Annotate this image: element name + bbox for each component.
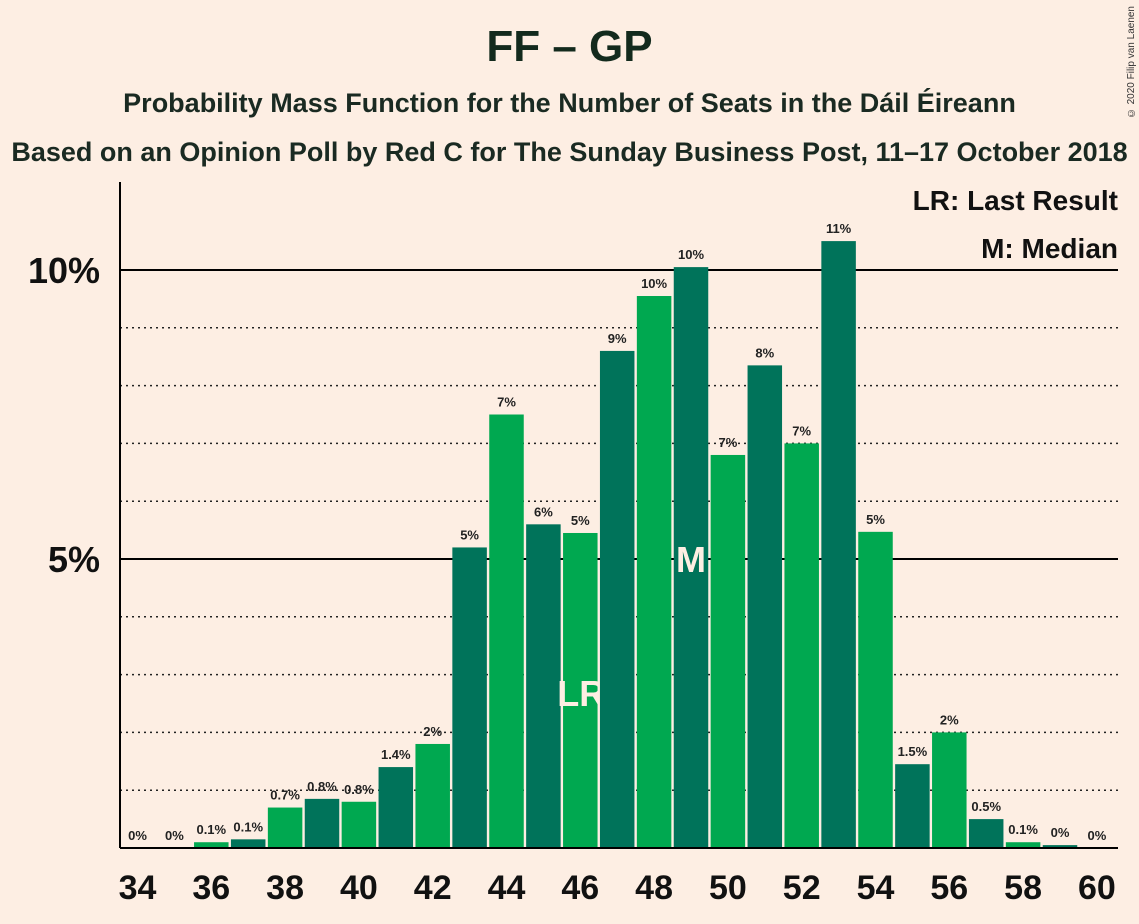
data-label: 10% <box>641 276 667 291</box>
data-label: 1.5% <box>898 744 928 759</box>
x-tick-label: 44 <box>488 869 526 907</box>
last-result-marker: LR <box>557 673 605 714</box>
bars: 0% 0% 0.1% 0.1% 0.7% 0.8% 0.8% 1.4% 2% 5% 7% 6% 5% LR… <box>128 221 1107 849</box>
chart-subtitle: Probability Mass Function for the Number… <box>123 88 1016 118</box>
data-label: 0% <box>165 828 184 843</box>
data-label: 0% <box>128 828 147 843</box>
x-tick-label: 40 <box>340 869 378 907</box>
data-label: 0.7% <box>270 788 300 803</box>
bar <box>526 524 561 848</box>
x-tick-label: 46 <box>561 869 599 907</box>
x-tick-label: 52 <box>783 869 821 907</box>
data-label: 9% <box>608 331 627 346</box>
x-tick-label: 38 <box>266 869 304 907</box>
data-label: 0.8% <box>344 782 374 797</box>
bar <box>636 296 672 848</box>
data-label: 8% <box>755 345 774 360</box>
bar <box>673 267 709 848</box>
x-tick-label: 36 <box>192 869 230 907</box>
bar <box>563 532 598 848</box>
data-label: 10% <box>678 247 704 262</box>
data-label: 0.1% <box>196 822 226 837</box>
x-tick-label: 34 <box>119 869 157 907</box>
bar <box>747 365 783 848</box>
bar <box>267 807 303 848</box>
bar <box>968 819 1004 848</box>
data-label: 5% <box>460 527 479 542</box>
x-tick-label: 48 <box>635 869 673 907</box>
data-label: 0.5% <box>971 799 1001 814</box>
bar <box>858 531 893 848</box>
data-label: 5% <box>571 513 590 528</box>
y-tick-label: 5% <box>48 539 100 580</box>
axes: 34 36 38 40 42 44 46 48 50 52 54 56 58 60 5% 10% <box>28 182 1118 907</box>
bar <box>304 798 340 848</box>
legend-last-result: LR: Last Result <box>913 185 1118 216</box>
data-label: 11% <box>826 221 852 236</box>
y-tick-label: 10% <box>28 250 100 291</box>
bar <box>932 732 967 848</box>
chart-source: Based on an Opinion Poll by Red C for Th… <box>11 137 1128 167</box>
data-label: 0.1% <box>233 819 263 834</box>
bar <box>599 350 635 848</box>
data-label: 0.8% <box>307 779 337 794</box>
data-label: 6% <box>534 504 553 519</box>
data-label: 7% <box>497 395 516 410</box>
bar <box>489 414 524 848</box>
data-label: 0% <box>1088 828 1107 843</box>
data-label: 0% <box>1051 825 1070 840</box>
bar <box>821 241 856 849</box>
bar <box>1005 842 1041 848</box>
data-label: 2% <box>940 712 959 727</box>
data-label: 0.1% <box>1008 822 1038 837</box>
bar <box>194 842 229 848</box>
x-tick-label: 60 <box>1078 869 1116 907</box>
bar <box>1042 845 1078 848</box>
bar <box>784 443 819 848</box>
data-label: 7% <box>792 423 811 438</box>
bar <box>378 767 414 848</box>
bar <box>452 547 487 848</box>
x-tick-label: 50 <box>709 869 747 907</box>
bar <box>341 801 377 848</box>
x-tick-label: 58 <box>1004 869 1042 907</box>
x-tick-label: 54 <box>857 869 895 907</box>
chart-title: FF – GP <box>486 22 653 71</box>
x-tick-label: 42 <box>414 869 452 907</box>
legend-median: M: Median <box>981 233 1118 264</box>
data-label: 2% <box>423 724 442 739</box>
median-marker: M <box>676 539 706 580</box>
bar <box>710 454 746 848</box>
data-label: 7% <box>719 435 738 450</box>
data-label: 5% <box>866 512 885 527</box>
legend: LR: Last Result M: Median <box>913 185 1118 264</box>
bar <box>895 764 930 848</box>
data-label: 1.4% <box>381 747 411 762</box>
bar <box>415 743 450 848</box>
bar <box>230 839 266 848</box>
x-tick-label: 56 <box>930 869 968 907</box>
